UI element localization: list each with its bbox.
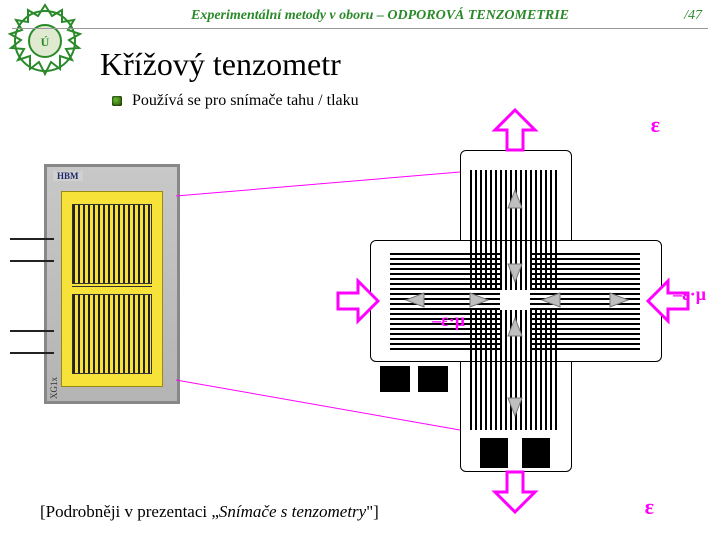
footer-suffix: "] <box>366 502 379 521</box>
lead-wire <box>10 238 54 240</box>
gauge-carrier <box>61 191 163 387</box>
mu-arrow-left <box>334 276 380 326</box>
header-rule <box>12 28 708 29</box>
gauge-photo: HBM XG1x <box>44 164 180 404</box>
bullet-item: Používá se pro snímače tahu / tlaku <box>112 92 359 110</box>
epsilon-arrow-down <box>490 468 540 514</box>
epsilon-label-top: ε <box>651 112 660 138</box>
gauge-grid-top <box>72 204 152 284</box>
slide-title: Křížový tenzometr <box>100 46 341 83</box>
footer-italic: Snímače s tenzometry <box>219 502 366 521</box>
lead-wire <box>10 260 54 262</box>
epsilon-label-bottom: ε <box>645 494 654 520</box>
brand-label: HBM <box>53 171 83 181</box>
neg-eps-mu-label-right: –ε·μ <box>673 284 706 305</box>
lead-wire <box>10 352 54 354</box>
slide: Ú Experimentální metody v oboru – ODPORO… <box>0 0 720 540</box>
epsilon-arrow-up <box>490 108 540 154</box>
model-label: XG1x <box>49 377 59 399</box>
footer-prefix: [Podrobněji v prezentaci „ <box>40 502 219 521</box>
cross-gauge-diagram <box>310 130 680 490</box>
bullet-icon <box>112 96 122 106</box>
bullet-text: Používá se pro snímače tahu / tlaku <box>132 92 359 110</box>
neg-eps-mu-label-left: –ε·μ <box>432 310 465 331</box>
footer-note: [Podrobněji v prezentaci „Snímače s tenz… <box>40 502 379 522</box>
lead-wire <box>10 330 54 332</box>
gauge-grid-bottom <box>72 294 152 374</box>
institution-logo: Ú <box>6 2 84 80</box>
slide-header: Experimentální metody v oboru – ODPOROVÁ… <box>100 8 660 24</box>
svg-text:Ú: Ú <box>41 35 50 49</box>
page-number: /47 <box>684 8 702 24</box>
